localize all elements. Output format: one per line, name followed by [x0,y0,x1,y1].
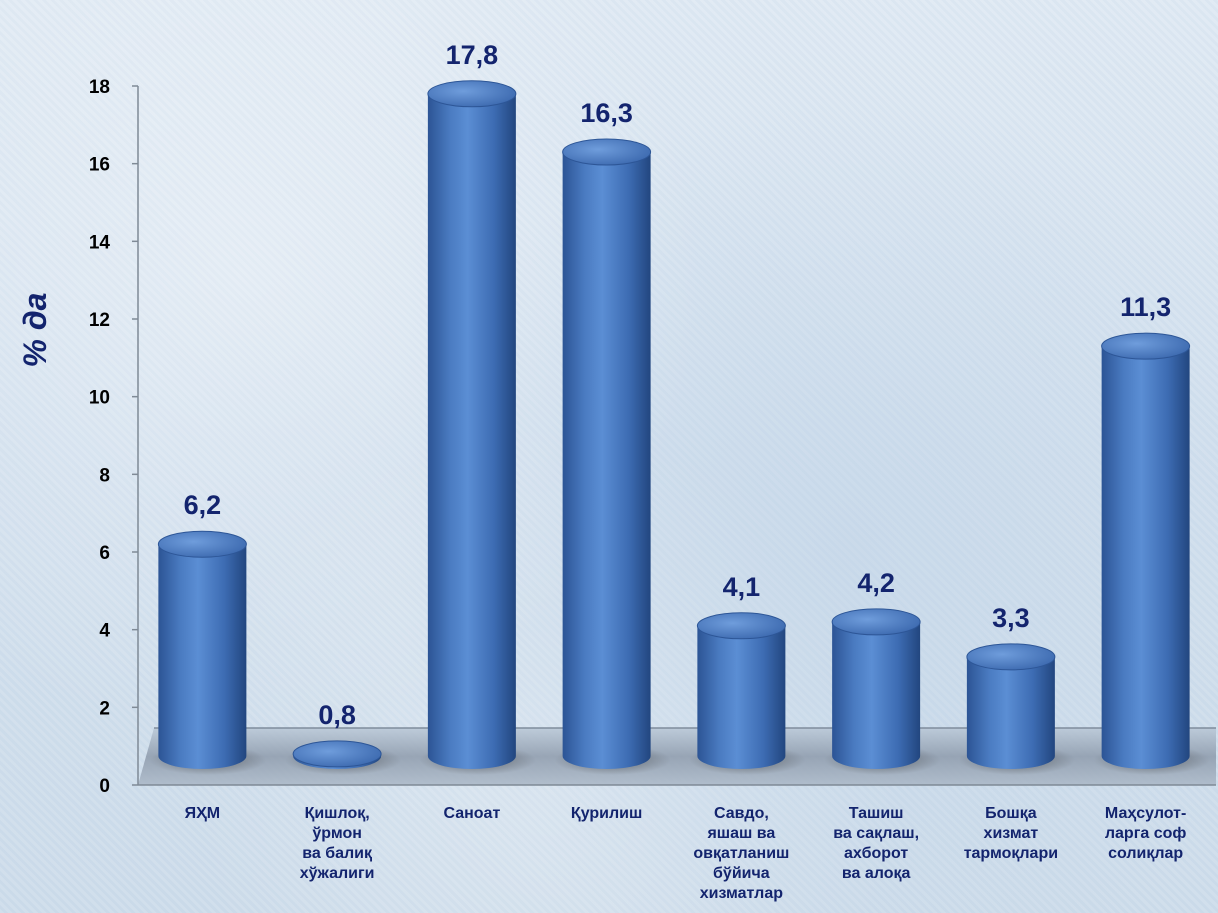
x-tick-label: Саноат [443,805,500,822]
bar-top [157,530,247,558]
bar-top [562,138,652,166]
y-tick-label: 0 [99,776,110,797]
y-tick-label: 10 [89,388,110,409]
y-axis-label: % да [17,293,53,368]
bar [427,80,517,770]
y-tick-label: 4 [99,621,110,642]
data-label: 17,8 [446,40,499,70]
y-tick-label: 12 [89,310,110,331]
data-label: 6,2 [184,490,222,520]
x-tick-label: Қурилиш [571,805,642,822]
bar-top [831,608,921,636]
bar [157,530,247,769]
data-label: 16,3 [580,98,633,128]
bar-top [427,80,517,108]
x-tick-label: Қишлоқ, ўрмон ва балиқ хўжалиги [300,805,375,882]
bar-top [966,643,1056,671]
bar-body [697,625,786,769]
y-tick-label: 16 [89,155,110,176]
bar [966,643,1056,769]
bar-top [292,740,382,768]
bar-body [832,621,921,769]
x-tick-label: Бошқа хизмат тармоқлари [964,805,1058,862]
data-label: 4,2 [857,568,895,598]
bar [696,612,786,769]
data-label: 11,3 [1120,292,1171,322]
y-tick-label: 18 [89,77,110,98]
bar [1101,332,1191,769]
bar [292,740,382,769]
bar-top [1101,332,1191,360]
bar-body [966,656,1055,769]
data-label: 3,3 [992,603,1030,633]
y-tick-label: 2 [99,698,110,719]
data-label: 4,1 [723,572,761,602]
y-tick-label: 8 [99,465,110,486]
x-tick-label: Маҳсулот-ларга соф солиқлар [1105,805,1187,862]
y-tick-label: 6 [99,543,110,564]
bar [562,138,652,769]
x-tick-label: ЯҲМ [185,805,221,822]
bar-top [696,612,786,640]
x-tick-label: Ташиш ва сақлаш, ахборот ва алоқа [833,805,919,882]
data-label: 0,8 [318,700,356,730]
bar-body [1101,346,1190,769]
y-tick-label: 14 [89,232,111,253]
bar-body [562,152,651,769]
bar-body [158,544,247,769]
bar-body [427,93,516,770]
chart-floor [138,728,1216,785]
bar [831,608,921,769]
x-tick-label: Савдо, яшаш ва овқатланиш бўйича хизматлар [693,805,789,902]
